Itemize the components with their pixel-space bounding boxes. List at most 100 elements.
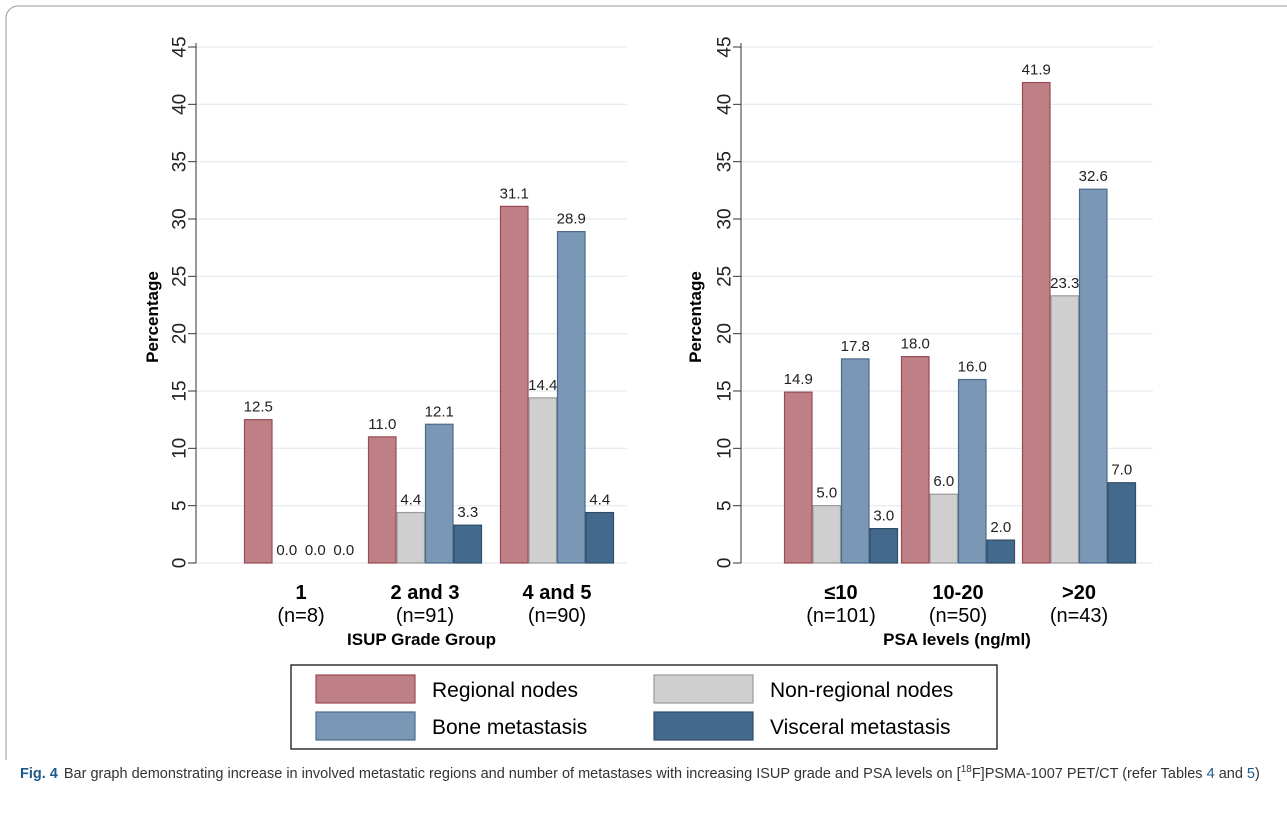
bar-value-label: 7.0 bbox=[1111, 462, 1132, 479]
bar-non-regional-nodes-2-and-3 bbox=[396, 511, 426, 564]
bar-bone-metastasis-10-20 bbox=[957, 378, 987, 564]
bar-regional-nodes-20 bbox=[1021, 81, 1051, 564]
bar-visceral-metastasis-10-20 bbox=[986, 539, 1016, 564]
y-tick-label: 5 bbox=[170, 500, 191, 511]
bar-value-label: 4.4 bbox=[400, 492, 421, 509]
bar-regional-nodes-4-and-5 bbox=[499, 205, 529, 564]
y-tick-label: 35 bbox=[170, 151, 191, 172]
bar-bone-metastasis-2-and-3 bbox=[424, 423, 454, 564]
bar-value-label: 31.1 bbox=[500, 185, 529, 202]
x-category-count: (n=50) bbox=[929, 605, 987, 627]
x-axis-title: PSA levels (ng/ml) bbox=[883, 630, 1031, 649]
bar-value-label: 0.0 bbox=[276, 542, 297, 559]
x-category-count: (n=8) bbox=[277, 605, 324, 627]
caption-text-4: ) bbox=[1255, 765, 1260, 782]
x-category-count: (n=90) bbox=[528, 605, 586, 627]
legend-label-regional-nodes: Regional nodes bbox=[432, 679, 578, 702]
bar-value-label: 14.9 bbox=[784, 371, 813, 388]
bar-value-label: 14.4 bbox=[528, 377, 557, 394]
bar-value-label: 3.0 bbox=[873, 508, 894, 525]
x-category-label: ≤10 bbox=[824, 582, 857, 604]
bar-value-label: 11.0 bbox=[368, 416, 396, 433]
y-tick-label: 0 bbox=[170, 558, 191, 569]
bar-value-label: 12.5 bbox=[244, 399, 273, 416]
y-tick-label: 15 bbox=[170, 380, 191, 401]
y-axis-title: Percentage bbox=[143, 271, 162, 363]
legend-swatch-non-regional-nodes bbox=[653, 674, 754, 704]
y-tick-label: 25 bbox=[170, 266, 191, 287]
bar-value-label: 0.0 bbox=[305, 542, 326, 559]
legend-label-bone-metastasis: Bone metastasis bbox=[432, 716, 587, 739]
bar-value-label: 17.8 bbox=[841, 338, 870, 355]
bar-bone-metastasis-4-and-5 bbox=[556, 231, 586, 564]
x-category-count: (n=91) bbox=[396, 605, 454, 627]
figure-caption: Fig. 4 Bar graph demonstrating increase i… bbox=[20, 760, 1270, 784]
legend-swatch-bone-metastasis bbox=[315, 711, 416, 741]
y-tick-label: 30 bbox=[715, 208, 736, 229]
caption-table-ref-5[interactable]: 5 bbox=[1246, 765, 1255, 782]
legend: Regional nodes Non-regional nodes Bone met… bbox=[290, 664, 998, 750]
bar-regional-nodes-1 bbox=[243, 419, 273, 564]
bar-value-label: 2.0 bbox=[990, 519, 1011, 536]
x-category-label: 4 and 5 bbox=[523, 582, 592, 604]
x-axis-title: ISUP Grade Group bbox=[347, 630, 496, 649]
bar-visceral-metastasis-2-and-3 bbox=[453, 524, 483, 564]
bar-value-label: 28.9 bbox=[557, 211, 586, 228]
bar-bone-metastasis-10 bbox=[840, 358, 870, 564]
chart-psa-levels: 0 5 10 15 20 25 30 35 40 45 Percentage 14.9 5.0 17.8 3… bbox=[686, 36, 1153, 649]
x-category-count: (n=101) bbox=[806, 605, 876, 627]
bar-regional-nodes-10-20 bbox=[900, 356, 930, 564]
y-tick-label: 20 bbox=[715, 323, 736, 344]
y-tick-label: 10 bbox=[170, 438, 191, 459]
y-tick-label: 15 bbox=[715, 380, 736, 401]
bar-non-regional-nodes-10 bbox=[812, 505, 842, 564]
caption-superscript: 18 bbox=[960, 764, 972, 775]
y-tick-label: 45 bbox=[715, 36, 736, 57]
y-tick-label: 20 bbox=[170, 323, 191, 344]
bar-value-label: 23.3 bbox=[1050, 275, 1079, 292]
legend-label-visceral-metastasis: Visceral metastasis bbox=[770, 716, 951, 739]
y-tick-label: 30 bbox=[170, 208, 191, 229]
bar-value-label: 41.9 bbox=[1022, 62, 1051, 79]
y-tick-label: 25 bbox=[715, 266, 736, 287]
bar-visceral-metastasis-4-and-5 bbox=[585, 511, 615, 564]
y-axis-title: Percentage bbox=[686, 271, 705, 363]
bar-bone-metastasis-20 bbox=[1078, 188, 1108, 564]
bar-value-label: 6.0 bbox=[933, 473, 954, 490]
bar-non-regional-nodes-10-20 bbox=[929, 493, 959, 564]
x-category-label: 1 bbox=[295, 582, 306, 604]
bar-value-label: 18.0 bbox=[901, 336, 930, 353]
x-category-label: >20 bbox=[1062, 582, 1096, 604]
bar-non-regional-nodes-20 bbox=[1050, 295, 1080, 564]
bar-regional-nodes-2-and-3 bbox=[367, 436, 397, 564]
bar-value-label: 32.6 bbox=[1079, 168, 1108, 185]
caption-text-1: Bar graph demonstrating increase in invo… bbox=[63, 765, 961, 782]
caption-table-ref-4[interactable]: 4 bbox=[1206, 765, 1215, 782]
y-tick-label: 40 bbox=[715, 94, 736, 115]
x-category-label: 10-20 bbox=[932, 582, 983, 604]
chart-isup-grade: 0 5 10 15 20 25 30 35 40 45 Percentage 12.5 0.0 0.0 0.… bbox=[143, 36, 627, 649]
legend-swatch-regional-nodes bbox=[315, 674, 416, 704]
legend-label-non-regional-nodes: Non-regional nodes bbox=[770, 679, 953, 702]
y-tick-label: 0 bbox=[715, 558, 736, 569]
legend-swatch-visceral-metastasis bbox=[653, 711, 754, 741]
bar-value-label: 3.3 bbox=[457, 504, 478, 521]
bar-value-label: 16.0 bbox=[958, 359, 987, 376]
bar-visceral-metastasis-20 bbox=[1107, 482, 1137, 564]
bar-value-label: 12.1 bbox=[425, 403, 454, 420]
y-tick-label: 35 bbox=[715, 151, 736, 172]
figure-border bbox=[5, 5, 1287, 760]
bar-value-label: 4.4 bbox=[589, 492, 610, 509]
y-tick-label: 40 bbox=[170, 94, 191, 115]
bar-value-label: 0.0 bbox=[333, 542, 354, 559]
y-tick-label: 5 bbox=[715, 500, 736, 511]
bar-regional-nodes-10 bbox=[783, 391, 813, 564]
x-category-count: (n=43) bbox=[1050, 605, 1108, 627]
caption-text-3: and bbox=[1214, 765, 1247, 782]
y-tick-label: 10 bbox=[715, 438, 736, 459]
bar-visceral-metastasis-10 bbox=[869, 527, 899, 564]
y-tick-label: 45 bbox=[170, 36, 191, 57]
x-category-label: 2 and 3 bbox=[391, 582, 460, 604]
